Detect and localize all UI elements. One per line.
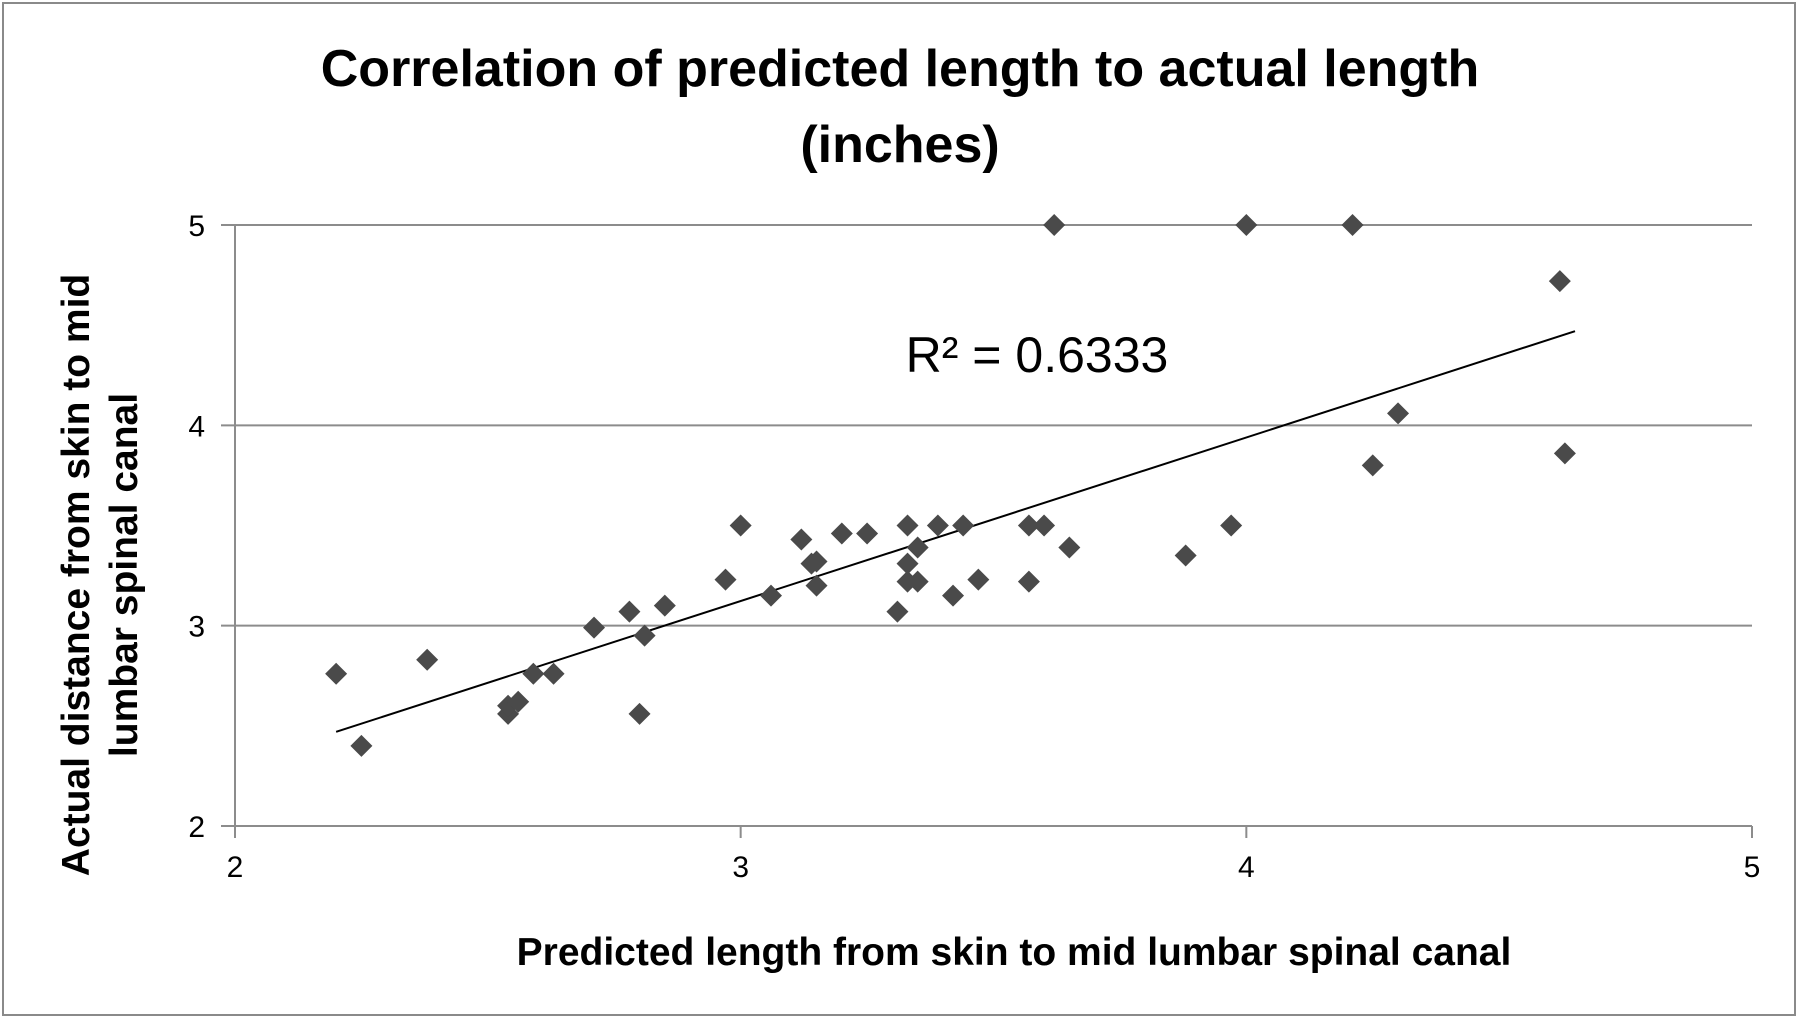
y-tick-label-3: 3 xyxy=(188,611,205,644)
y-axis-title: Actual distance from skin to mid lumbar … xyxy=(55,274,146,876)
x-tick-label-4: 4 xyxy=(1238,851,1255,884)
data-point-21 xyxy=(830,522,853,545)
data-point-10 xyxy=(618,600,641,623)
y-axis-title-line-1: Actual distance from skin to mid xyxy=(55,274,98,876)
data-point-32 xyxy=(967,568,990,591)
x-tick-label-5: 5 xyxy=(1744,851,1761,884)
data-point-43 xyxy=(1387,402,1410,425)
gridlines xyxy=(221,224,1752,627)
data-point-30 xyxy=(942,584,965,607)
data-point-6 xyxy=(507,690,530,713)
data-point-40 xyxy=(1235,214,1258,236)
data-point-23 xyxy=(886,600,909,623)
data-point-42 xyxy=(1361,454,1384,477)
data-points xyxy=(325,214,1576,757)
data-point-31 xyxy=(952,514,975,537)
data-point-1 xyxy=(325,662,348,685)
data-point-39 xyxy=(1220,514,1243,537)
x-tick-label-2: 2 xyxy=(227,851,244,884)
data-point-3 xyxy=(416,648,439,671)
y-tick-label-2: 2 xyxy=(188,811,205,844)
data-point-7 xyxy=(522,662,545,685)
data-point-25 xyxy=(896,552,919,575)
data-point-38 xyxy=(1174,544,1197,567)
data-point-16 xyxy=(760,584,783,607)
data-point-20 xyxy=(805,574,828,597)
data-point-24 xyxy=(896,514,919,537)
trendline xyxy=(335,330,1576,733)
trendline-group xyxy=(335,330,1576,733)
data-point-13 xyxy=(653,594,676,617)
y-tick-label-4: 4 xyxy=(188,410,205,443)
data-point-37 xyxy=(1058,536,1081,559)
data-point-36 xyxy=(1043,214,1066,236)
data-point-11 xyxy=(628,702,651,725)
data-point-2 xyxy=(350,734,373,757)
data-point-34 xyxy=(1017,570,1040,593)
y-axis-title-line-2: lumbar spinal canal xyxy=(103,393,146,757)
x-tick-label-3: 3 xyxy=(732,851,749,884)
chart-title-line-2: (inches) xyxy=(800,116,999,174)
y-tick-label-5: 5 xyxy=(188,210,205,243)
data-point-12 xyxy=(633,624,656,647)
data-point-22 xyxy=(856,522,879,545)
data-point-35 xyxy=(1033,514,1056,537)
data-point-45 xyxy=(1553,442,1576,465)
data-point-8 xyxy=(542,662,565,685)
data-point-29 xyxy=(926,514,949,537)
data-point-14 xyxy=(714,568,737,591)
data-point-41 xyxy=(1341,214,1364,236)
axes xyxy=(221,225,1753,838)
x-axis-title: Predicted length from skin to mid lumbar… xyxy=(517,931,1512,974)
data-point-17 xyxy=(790,528,813,551)
data-point-27 xyxy=(906,536,929,559)
data-point-44 xyxy=(1548,270,1571,293)
data-point-28 xyxy=(906,570,929,593)
r-squared-annotation: R² = 0.6333 xyxy=(906,327,1169,383)
x-tick-labels: 2 3 4 5 xyxy=(227,851,1761,884)
data-point-33 xyxy=(1017,514,1040,537)
data-point-9 xyxy=(583,616,606,639)
data-point-15 xyxy=(729,514,752,537)
y-tick-labels: 2 3 4 5 xyxy=(188,210,205,844)
data-point-19 xyxy=(805,550,828,573)
chart-title-line-1: Correlation of predicted length to actua… xyxy=(321,40,1480,98)
